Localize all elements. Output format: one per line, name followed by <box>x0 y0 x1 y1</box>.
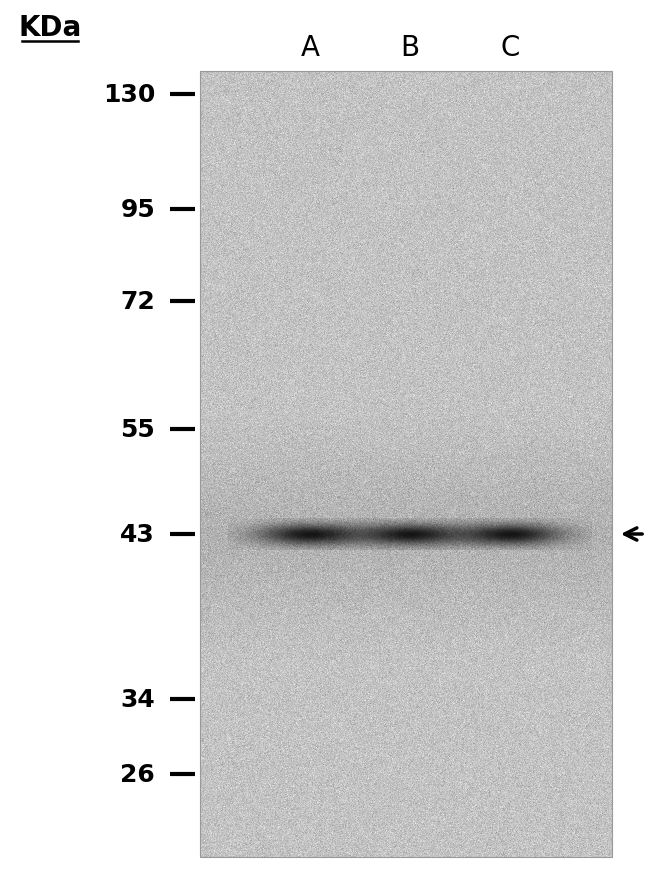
Text: 95: 95 <box>120 198 155 222</box>
Text: 43: 43 <box>120 523 155 547</box>
Text: 72: 72 <box>120 290 155 314</box>
Text: 55: 55 <box>120 417 155 441</box>
Text: 26: 26 <box>120 762 155 786</box>
Text: 130: 130 <box>103 83 155 107</box>
Text: KDa: KDa <box>18 14 82 42</box>
Text: 34: 34 <box>120 688 155 711</box>
Text: C: C <box>500 34 520 62</box>
Text: B: B <box>400 34 419 62</box>
Text: A: A <box>300 34 320 62</box>
Bar <box>200 72 612 857</box>
